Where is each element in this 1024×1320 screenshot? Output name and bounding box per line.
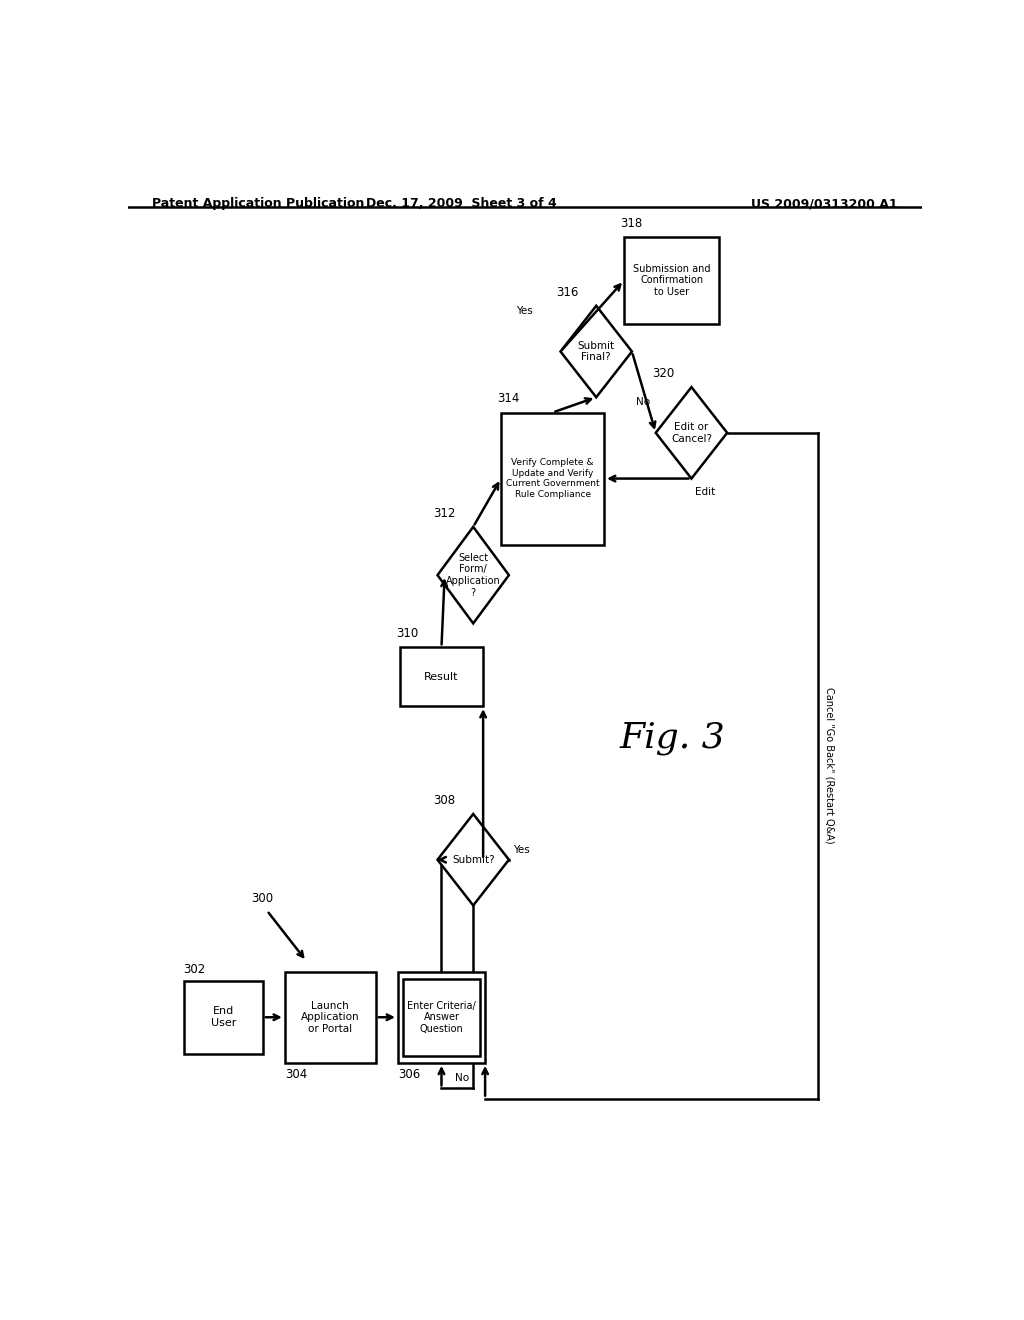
Polygon shape xyxy=(560,306,632,397)
Text: 302: 302 xyxy=(183,962,206,975)
Text: No: No xyxy=(636,397,650,408)
Text: Edit: Edit xyxy=(695,487,716,496)
Text: Result: Result xyxy=(424,672,459,681)
FancyBboxPatch shape xyxy=(624,238,719,323)
Text: Launch
Application
or Portal: Launch Application or Portal xyxy=(301,1001,359,1034)
Text: Edit or
Cancel?: Edit or Cancel? xyxy=(671,422,712,444)
Text: Enter Criteria/
Answer
Question: Enter Criteria/ Answer Question xyxy=(408,1001,476,1034)
Text: Verify Complete &
Update and Verify
Current Government
Rule Compliance: Verify Complete & Update and Verify Curr… xyxy=(506,458,599,499)
Text: Patent Application Publication: Patent Application Publication xyxy=(152,197,365,210)
FancyBboxPatch shape xyxy=(501,412,604,545)
Text: Select
Form/
Application
?: Select Form/ Application ? xyxy=(445,553,501,598)
Text: Submit
Final?: Submit Final? xyxy=(578,341,614,362)
Text: Cancel "Go Back" (Restart Q&A): Cancel "Go Back" (Restart Q&A) xyxy=(824,688,835,843)
FancyBboxPatch shape xyxy=(399,647,483,706)
Text: Yes: Yes xyxy=(516,306,534,315)
Text: 314: 314 xyxy=(497,392,519,405)
Text: 304: 304 xyxy=(285,1068,307,1081)
Text: 316: 316 xyxy=(556,285,579,298)
FancyBboxPatch shape xyxy=(285,972,376,1063)
FancyBboxPatch shape xyxy=(397,972,485,1063)
Polygon shape xyxy=(437,814,509,906)
Text: 306: 306 xyxy=(397,1068,420,1081)
FancyBboxPatch shape xyxy=(183,981,263,1053)
Text: 312: 312 xyxy=(433,507,456,520)
Text: Yes: Yes xyxy=(513,845,529,854)
Text: 310: 310 xyxy=(396,627,418,640)
Polygon shape xyxy=(437,527,509,623)
Text: Fig. 3: Fig. 3 xyxy=(620,721,726,755)
Text: Dec. 17, 2009  Sheet 3 of 4: Dec. 17, 2009 Sheet 3 of 4 xyxy=(366,197,557,210)
Text: No: No xyxy=(455,1073,469,1084)
Polygon shape xyxy=(655,387,727,479)
Text: Submit?: Submit? xyxy=(452,855,495,865)
Text: US 2009/0313200 A1: US 2009/0313200 A1 xyxy=(752,197,898,210)
Text: 318: 318 xyxy=(620,216,642,230)
Text: 300: 300 xyxy=(251,892,273,906)
Text: 320: 320 xyxy=(651,367,674,380)
Text: 308: 308 xyxy=(433,793,456,807)
Text: Submission and
Confirmation
to User: Submission and Confirmation to User xyxy=(633,264,711,297)
Text: End
User: End User xyxy=(211,1006,236,1028)
